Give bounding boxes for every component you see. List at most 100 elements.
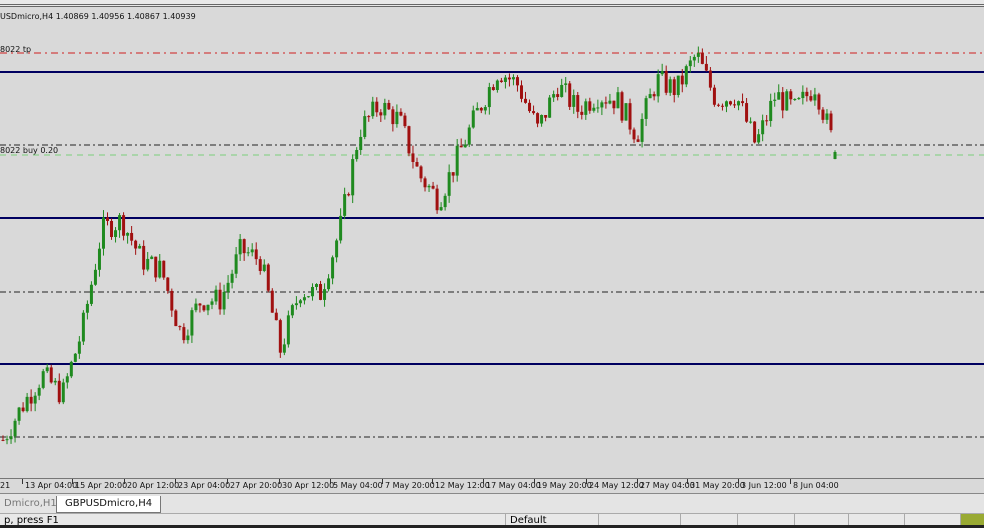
bear-candle: [182, 327, 186, 341]
bear-candle: [379, 112, 383, 116]
bull-candle: [150, 256, 154, 259]
bull-candle: [9, 436, 13, 440]
bull-candle: [226, 282, 230, 292]
bull-candle: [511, 77, 515, 80]
bull-candle: [290, 305, 294, 316]
bull-candle: [25, 396, 29, 412]
connection-icon[interactable]: [960, 514, 984, 525]
bear-candle: [515, 77, 519, 86]
bear-candle: [632, 129, 636, 140]
bear-candle: [106, 217, 110, 221]
bull-candle: [777, 92, 781, 100]
bull-candle: [696, 53, 700, 57]
bear-candle: [612, 100, 616, 109]
bull-candle: [77, 341, 81, 354]
bull-candle: [302, 297, 306, 301]
time-tick-label: 8 Jun 04:00: [790, 479, 839, 490]
bull-candle: [262, 264, 266, 271]
bull-candle: [773, 99, 777, 101]
bull-candle: [475, 107, 479, 111]
bull-candle: [126, 232, 130, 236]
bull-candle: [793, 98, 797, 100]
bull-candle: [138, 245, 142, 249]
bull-candle: [327, 278, 331, 290]
bull-candle: [186, 335, 190, 341]
bull-candle: [467, 127, 471, 145]
bear-candle: [375, 101, 379, 113]
bull-candle: [797, 98, 801, 100]
bull-candle: [427, 185, 431, 188]
bear-candle: [680, 75, 684, 85]
bull-candle: [17, 407, 21, 421]
bull-candle: [85, 303, 89, 313]
time-tick-label: 15 Apr 20:00: [72, 479, 127, 490]
bear-candle: [821, 109, 825, 120]
bull-candle: [495, 80, 499, 91]
bull-candle: [483, 107, 487, 111]
bull-candle: [552, 94, 556, 98]
status-profile: Default: [505, 514, 598, 526]
bull-candle: [596, 107, 600, 109]
bull-candle: [339, 215, 343, 241]
bull-candle: [359, 136, 363, 150]
bear-candle: [29, 396, 33, 404]
status-bar: p, press F1 Default: [0, 514, 984, 528]
tab-usdmicro-h1[interactable]: Dmicro,H1: [4, 498, 57, 509]
time-tick-label: 24 May 12:00: [586, 479, 644, 490]
bull-candle: [45, 367, 49, 372]
bull-candle: [455, 145, 459, 176]
bull-candle: [73, 353, 77, 362]
time-tick-label: 19 May 20:00: [534, 479, 592, 490]
bear-candle: [403, 115, 407, 127]
bear-candle: [809, 96, 813, 101]
bear-candle: [745, 103, 749, 122]
time-tick-label: 13 Apr 04:00: [22, 479, 77, 490]
bear-candle: [829, 113, 833, 131]
bear-candle: [130, 232, 134, 241]
bear-candle: [519, 85, 523, 99]
bull-candle: [383, 102, 387, 116]
bull-candle: [801, 91, 805, 99]
bull-candle: [89, 284, 93, 304]
bull-candle: [656, 74, 660, 97]
chart-tabs: Dmicro,H1 GBPUSDmicro,H4: [0, 494, 984, 514]
bear-candle: [278, 320, 282, 353]
bull-candle: [65, 376, 69, 383]
bull-candle: [684, 66, 688, 85]
price-chart[interactable]: USDmicro,H4 1.40869 1.40956 1.40867 1.40…: [0, 9, 984, 478]
bull-candle: [194, 303, 198, 311]
bull-candle: [210, 301, 214, 305]
bull-candle: [471, 110, 475, 128]
bull-candle: [53, 380, 57, 383]
bull-candle: [335, 240, 339, 258]
bear-candle: [765, 120, 769, 122]
bear-candle: [664, 70, 668, 93]
bear-candle: [700, 53, 704, 64]
status-cell: [680, 514, 737, 525]
bear-candle: [274, 312, 278, 321]
bear-candle: [270, 290, 274, 313]
bear-candle: [162, 260, 166, 278]
time-tick-label: 7 May 20:00: [382, 479, 435, 490]
bull-candle: [737, 101, 741, 106]
time-tick-label: 12 May 12:00: [432, 479, 490, 490]
bull-candle: [331, 257, 335, 279]
bear-candle: [319, 284, 323, 300]
bear-candle: [544, 114, 548, 118]
bull-candle: [757, 134, 761, 143]
tab-gbpusdmicro-h4[interactable]: GBPUSDmicro,H4: [56, 496, 162, 513]
bull-candle: [487, 87, 491, 108]
bull-candle: [61, 382, 65, 403]
bull-candle: [230, 273, 234, 283]
bull-candle: [648, 94, 652, 99]
bear-candle: [258, 259, 262, 271]
bear-candle: [532, 111, 536, 114]
bear-candle: [407, 126, 411, 154]
bull-candle: [769, 100, 773, 121]
bear-candle: [491, 87, 495, 91]
time-tick-label: 5 May 04:00: [330, 479, 383, 490]
bull-candle: [749, 121, 753, 123]
bear-candle: [636, 139, 640, 142]
bull-candle: [310, 286, 314, 297]
bull-candle: [146, 258, 150, 270]
